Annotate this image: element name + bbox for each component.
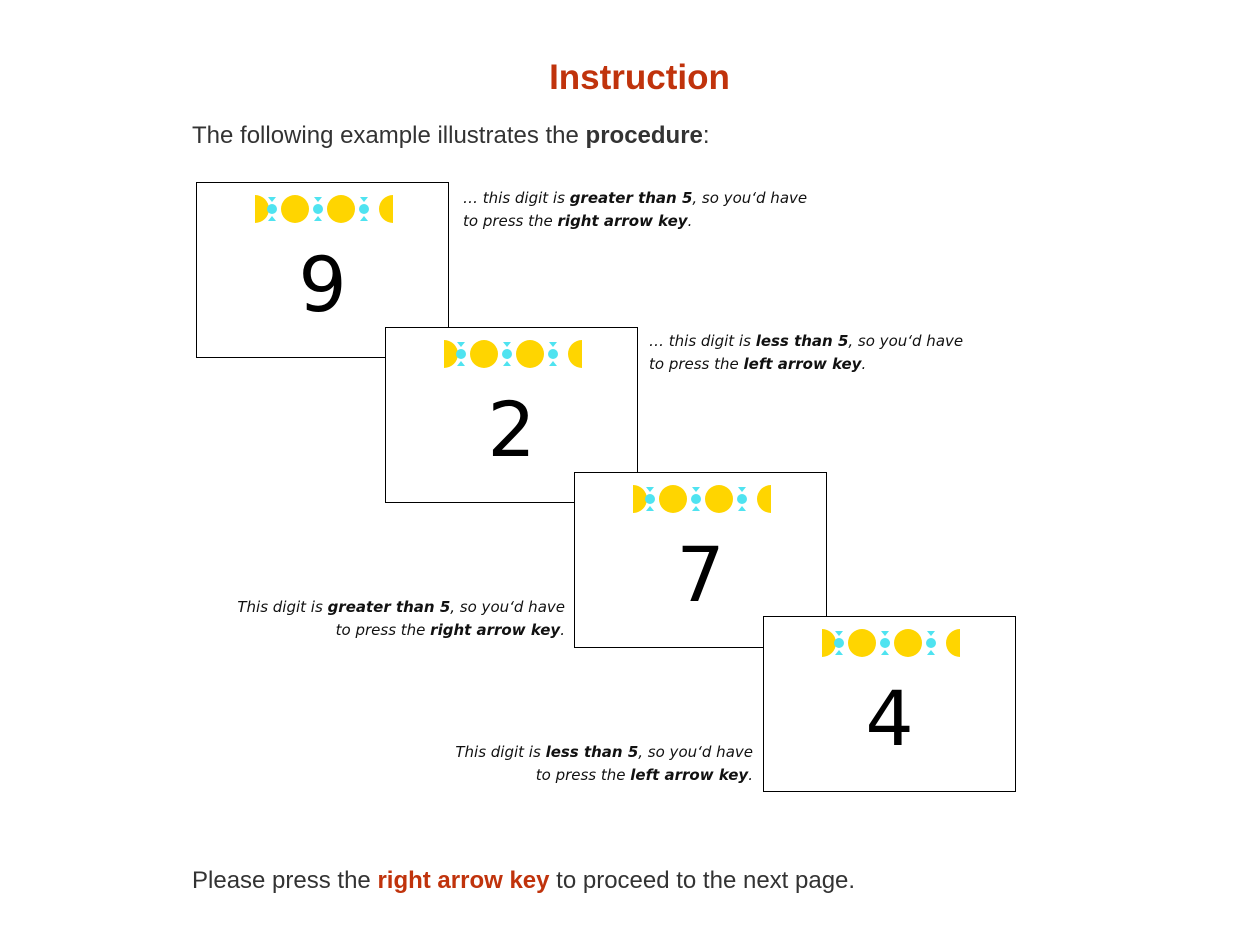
note-line-1: This digit is greater than 5, so you‘d h… (237, 598, 565, 616)
note-line-2: to press the left arrow key. (649, 355, 867, 373)
example-digit: 4 (865, 674, 914, 763)
example-card-4: 4 (763, 616, 1016, 792)
stimulus-pattern-icon (255, 195, 393, 223)
footer-before: Please press the (192, 867, 378, 894)
note-line-2: to press the right arrow key. (463, 212, 693, 230)
intro-text: The following example illustrates the pr… (192, 122, 710, 150)
example-digit: 7 (676, 530, 725, 619)
example-note-3: This digit is greater than 5, so you‘d h… (237, 596, 565, 642)
footer-key: right arrow key (377, 867, 550, 894)
stimulus-pattern-icon (633, 485, 771, 513)
example-note-4: This digit is less than 5, so you‘d have… (455, 741, 753, 787)
intro-after: : (702, 122, 710, 149)
note-line-1: This digit is less than 5, so you‘d have (455, 743, 753, 761)
note-line-1: … this digit is greater than 5, so you‘d… (463, 189, 808, 207)
stimulus-pattern-icon (822, 629, 960, 657)
intro-bold: procedure (585, 122, 703, 149)
intro-before: The following example illustrates the (192, 122, 586, 149)
example-note-2: … this digit is less than 5, so you‘d ha… (649, 330, 963, 376)
example-digit: 9 (298, 240, 347, 329)
footer-after: to proceed to the next page. (549, 867, 856, 894)
note-line-1: … this digit is less than 5, so you‘d ha… (649, 332, 964, 350)
example-note-1: … this digit is greater than 5, so you‘d… (463, 187, 807, 233)
page-title: Instruction (549, 58, 730, 97)
example-digit: 2 (487, 385, 536, 474)
note-line-2: to press the right arrow key. (335, 621, 565, 639)
stimulus-pattern-icon (444, 340, 582, 368)
footer-instruction: Please press the right arrow key to proc… (192, 867, 855, 895)
example-card-1: 9 (196, 182, 449, 358)
note-line-2: to press the left arrow key. (535, 766, 753, 784)
